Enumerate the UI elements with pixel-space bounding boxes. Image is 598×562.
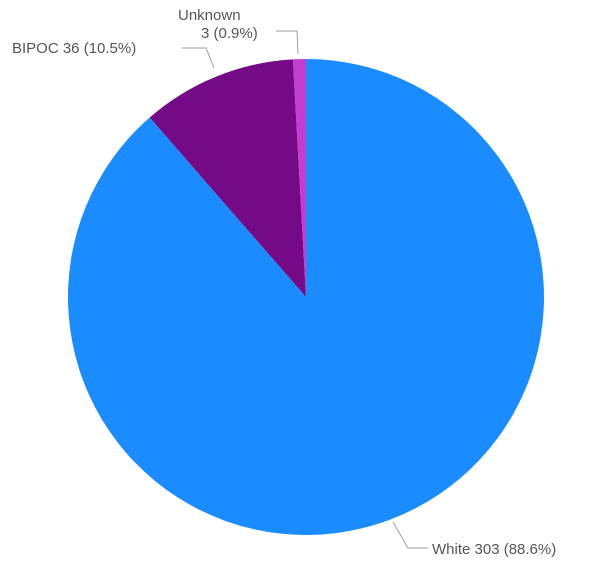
- pie-slice-bipoc: [149, 59, 306, 297]
- leader-line-bipoc: [182, 47, 215, 69]
- pie-slice-white: [67, 59, 544, 535]
- leader-line-unknown: [276, 30, 299, 55]
- leader-lines: [182, 30, 428, 549]
- leader-line-white: [392, 521, 428, 549]
- data-label-white: White 303 (88.6%): [432, 541, 556, 558]
- data-label-unknown-value: 3 (0.9%): [201, 25, 258, 42]
- data-label-unknown-name: Unknown: [178, 7, 241, 24]
- data-label-bipoc: BIPOC 36 (10.5%): [12, 40, 136, 57]
- pie-slices: [67, 59, 544, 535]
- pie-slice-unknown: [292, 59, 306, 297]
